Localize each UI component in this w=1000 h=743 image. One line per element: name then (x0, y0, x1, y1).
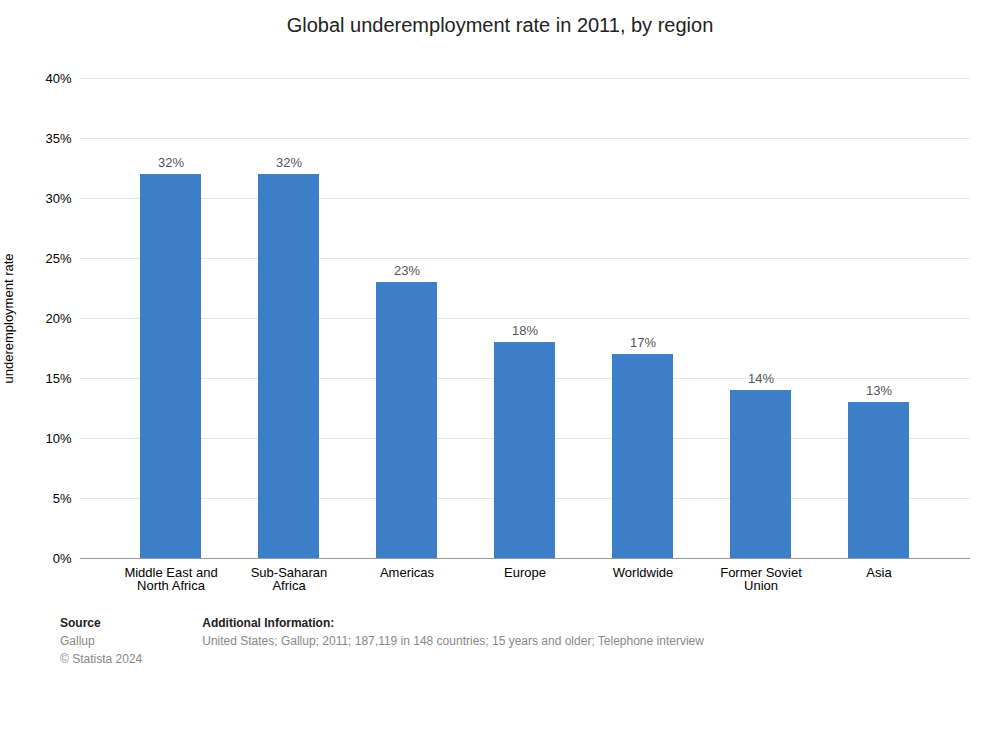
html-text:Additional Information:: Additional Information: (202, 616, 335, 630)
svg-text:32%: 32% (158, 155, 184, 170)
svg-text:5%: 5% (53, 491, 72, 506)
svg-text:Americas: Americas (380, 565, 435, 580)
html-text:Gallup: Gallup (60, 634, 95, 648)
svg-text:Europe: Europe (504, 565, 546, 580)
svg-text:20%: 20% (45, 311, 71, 326)
svg-text:Worldwide: Worldwide (613, 565, 673, 580)
svg-text:Sub-SaharanAfrica: Sub-SaharanAfrica (251, 565, 328, 593)
svg-text:Middle East andNorth Africa: Middle East andNorth Africa (124, 565, 217, 593)
svg-text:18%: 18% (512, 323, 538, 338)
svg-text:25%: 25% (45, 251, 71, 266)
html-text:© Statista 2024: © Statista 2024 (60, 652, 143, 666)
svg-text:Asia: Asia (866, 565, 892, 580)
svg-text:13%: 13% (866, 383, 892, 398)
svg-text:32%: 32% (276, 155, 302, 170)
svg-text:23%: 23% (394, 263, 420, 278)
html-text:Global underemployment rate in: Global underemployment rate in 2011, by … (286, 14, 714, 36)
html-text:Source: Source (60, 616, 101, 630)
svg-text:17%: 17% (630, 335, 656, 350)
svg-text:0%: 0% (53, 551, 72, 566)
html-text:United States; Gallup; 2011; 1: United States; Gallup; 2011; 187,119 in … (202, 634, 704, 648)
svg-text:underemployment rate: underemployment rate (1, 253, 16, 383)
svg-text:Former SovietUnion: Former SovietUnion (720, 565, 802, 593)
svg-text:15%: 15% (45, 371, 71, 386)
svg-text:30%: 30% (45, 191, 71, 206)
svg-text:40%: 40% (45, 71, 71, 86)
svg-text:35%: 35% (45, 131, 71, 146)
svg-text:14%: 14% (748, 371, 774, 386)
svg-text:10%: 10% (45, 431, 71, 446)
